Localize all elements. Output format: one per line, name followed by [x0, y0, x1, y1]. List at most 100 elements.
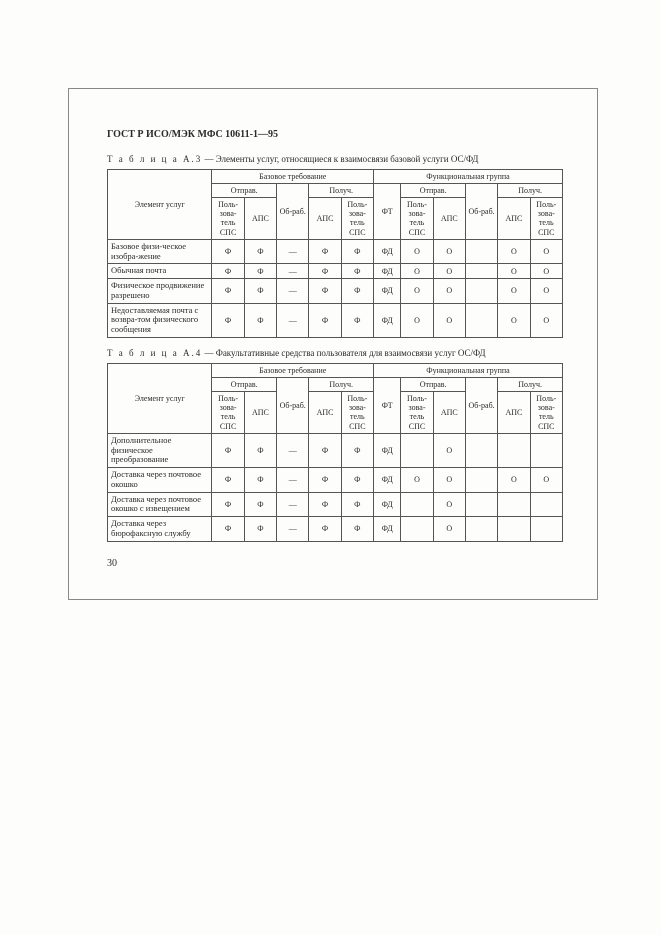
col-func-group-b: Функциональная группа — [373, 363, 562, 377]
cell — [530, 517, 562, 542]
cell: О — [498, 264, 530, 279]
col-user-2b: Поль-зова-тель СПС — [341, 392, 373, 434]
page-number: 30 — [107, 558, 563, 569]
col-obrab-2b: Об-раб. — [465, 377, 497, 433]
cell: О — [433, 492, 465, 517]
col-send-2: Отправ. — [401, 183, 466, 197]
cell: О — [530, 279, 562, 304]
cell: О — [401, 468, 433, 493]
cell: Ф — [212, 433, 244, 467]
col-user-4: Поль-зова-тель СПС — [530, 198, 562, 240]
table-a4: Элемент услуг Базовое требование Функцио… — [107, 363, 563, 542]
cell: О — [433, 279, 465, 304]
cell: Ф — [341, 433, 373, 467]
cell: — — [277, 264, 309, 279]
table-a4-caption: Т а б л и ц а А.4 — Факультативные средс… — [107, 348, 563, 360]
table-row: Доставка через почтовое окошко с извещен… — [108, 492, 563, 517]
table-a3-caption: Т а б л и ц а А.3 — Элементы услуг, отно… — [107, 154, 563, 166]
col-send-1b: Отправ. — [212, 377, 277, 391]
row-label: Доставка через почтовое окошко с извещен… — [108, 492, 212, 517]
table-a3-text: — Элементы услуг, относящиеся к взаимосв… — [202, 154, 478, 164]
cell: Ф — [212, 492, 244, 517]
cell: О — [498, 303, 530, 337]
col-ft-b: ФТ — [373, 377, 400, 433]
row-label: Дополнительное физическое преобразование — [108, 433, 212, 467]
col-user-2: Поль-зова-тель СПС — [341, 198, 373, 240]
col-element-b: Элемент услуг — [108, 363, 212, 433]
col-aps-4b: АПС — [498, 392, 530, 434]
cell: О — [498, 239, 530, 264]
col-send-2b: Отправ. — [401, 377, 466, 391]
col-user-3: Поль-зова-тель СПС — [401, 198, 433, 240]
cell: ФД — [373, 279, 400, 304]
document-page: ГОСТ Р ИСО/МЭК МФС 10611-1—95 Т а б л и … — [68, 88, 598, 600]
cell: О — [433, 433, 465, 467]
cell: Ф — [309, 517, 341, 542]
cell: О — [433, 239, 465, 264]
cell: — — [277, 492, 309, 517]
cell: ФД — [373, 303, 400, 337]
col-send-1: Отправ. — [212, 183, 277, 197]
cell: ФД — [373, 264, 400, 279]
table-row: Доставка через бюрофаксную службуФФ—ФФФД… — [108, 517, 563, 542]
cell — [498, 433, 530, 467]
table-row: Базовое физи-ческое изобра-жениеФФ—ФФФДО… — [108, 239, 563, 264]
cell: — — [277, 279, 309, 304]
col-ft: ФТ — [373, 183, 400, 239]
cell — [465, 468, 497, 493]
cell: ФД — [373, 492, 400, 517]
table-a3-body: Базовое физи-ческое изобра-жениеФФ—ФФФДО… — [108, 239, 563, 337]
col-user-4b: Поль-зова-тель СПС — [530, 392, 562, 434]
cell: Ф — [309, 468, 341, 493]
cell: О — [433, 517, 465, 542]
cell: О — [498, 279, 530, 304]
cell: О — [401, 239, 433, 264]
cell: Ф — [341, 279, 373, 304]
cell: Ф — [244, 279, 276, 304]
cell: Ф — [212, 303, 244, 337]
table-row: Дополнительное физическое преобразование… — [108, 433, 563, 467]
table-row: Доставка через почтовое окошкоФФ—ФФФДООО… — [108, 468, 563, 493]
cell — [465, 239, 497, 264]
cell: — — [277, 517, 309, 542]
cell: Ф — [244, 492, 276, 517]
cell — [498, 517, 530, 542]
col-basic-req-b: Базовое требование — [212, 363, 374, 377]
cell: Ф — [341, 303, 373, 337]
cell: — — [277, 468, 309, 493]
col-recv-2b: Получ. — [498, 377, 563, 391]
col-recv-1b: Получ. — [309, 377, 374, 391]
row-label: Недоставляемая почта с возвра-том физиче… — [108, 303, 212, 337]
table-a3-head: Элемент услуг Базовое требование Функцио… — [108, 169, 563, 239]
cell: Ф — [212, 279, 244, 304]
cell: ФД — [373, 433, 400, 467]
cell: Ф — [309, 433, 341, 467]
cell — [401, 492, 433, 517]
col-aps-1b: АПС — [244, 392, 276, 434]
cell — [465, 264, 497, 279]
cell: — — [277, 239, 309, 264]
cell: Ф — [309, 264, 341, 279]
table-a4-prefix: Т а б л и ц а А.4 — [107, 348, 202, 358]
cell: О — [433, 303, 465, 337]
col-aps-4: АПС — [498, 198, 530, 240]
col-obrab-2: Об-раб. — [465, 183, 497, 239]
col-aps-2: АПС — [309, 198, 341, 240]
cell: Ф — [212, 239, 244, 264]
row-label: Физическое продвижение разрешено — [108, 279, 212, 304]
col-aps-1: АПС — [244, 198, 276, 240]
cell: ФД — [373, 468, 400, 493]
cell: Ф — [244, 517, 276, 542]
document-header: ГОСТ Р ИСО/МЭК МФС 10611-1—95 — [107, 129, 563, 140]
cell — [465, 492, 497, 517]
cell: Ф — [309, 303, 341, 337]
cell: Ф — [341, 468, 373, 493]
cell: О — [401, 279, 433, 304]
col-obrab-1b: Об-раб. — [277, 377, 309, 433]
cell: О — [401, 264, 433, 279]
cell: Ф — [309, 239, 341, 264]
col-recv-2: Получ. — [498, 183, 563, 197]
cell — [401, 433, 433, 467]
cell: Ф — [244, 433, 276, 467]
table-a4-head: Элемент услуг Базовое требование Функцио… — [108, 363, 563, 433]
